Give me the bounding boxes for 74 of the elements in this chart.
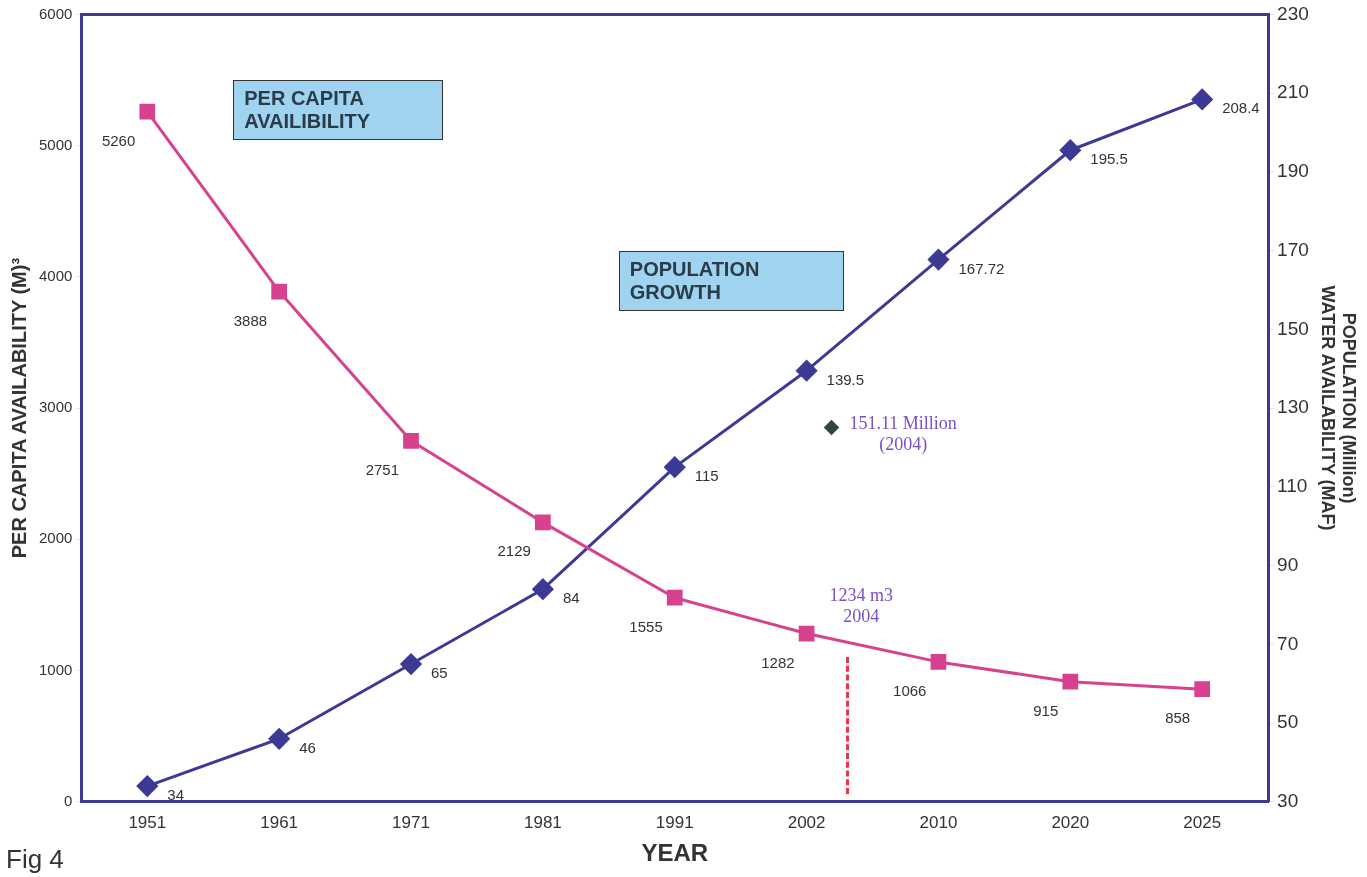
point [1059,139,1081,161]
point [532,578,554,600]
y2-tick-label: 210 [1277,81,1309,103]
callout-box: POPULATION GROWTH [618,250,844,311]
x-tick-label: 1991 [655,812,694,832]
y2-tick-label: 230 [1277,2,1309,24]
data-label: 1066 [893,681,927,699]
x-tick-label: 2025 [1183,812,1222,832]
annotation: PER CAPITA AVAILIBILITY [244,87,371,133]
callout-box: PER CAPITA AVAILIBILITY [233,80,444,140]
data-label: 2129 [497,542,531,560]
point [927,249,949,271]
point [664,456,686,478]
data-label: 1282 [761,653,795,671]
data-label: 115 [694,467,719,485]
point [268,728,290,750]
point [1194,681,1211,698]
y2-tick-label: 130 [1277,396,1309,418]
y-axis-title: PER CAPITA AVAILABILITY (M)³ [7,257,30,559]
point [666,589,683,606]
text: WATER AVAILABILITY (MAF) [1317,285,1338,531]
point [271,283,288,300]
y2-tick-label: 110 [1277,475,1308,497]
point [535,514,551,531]
caption: Fig 4 [6,844,64,875]
y2-tick-label: 150 [1277,317,1309,339]
data-label: 34 [167,786,184,804]
point [930,654,947,670]
x-tick-label: 1971 [392,812,430,832]
data-label: 65 [431,664,448,682]
point [798,625,815,642]
data-label: 858 [1165,709,1191,727]
y-tick-label: 2000 [38,529,73,547]
y2-tick-label: 190 [1277,160,1309,182]
data-label: 915 [1033,701,1059,719]
data-label: 46 [299,738,316,756]
x-tick-label: 1961 [260,812,299,832]
data-label: 3888 [233,311,268,329]
point [139,103,156,120]
annotation: 1234 m3 2004 [828,585,894,628]
y2-tick-label: 90 [1277,553,1299,575]
x-tick-label: 2002 [787,812,826,832]
y-tick-label: 0 [64,791,73,809]
data-label: 84 [562,589,580,607]
data-label: 167.72 [958,259,1005,277]
point [136,775,158,797]
y-tick-label: 1000 [38,660,73,678]
data-label: 195.5 [1090,150,1128,168]
y-tick-label: 4000 [38,267,73,285]
annotation: 151.11 Million (2004) [848,413,958,456]
point [400,653,422,675]
x-tick-label: 1981 [523,812,562,832]
data-label: 139.5 [826,370,865,388]
point [403,432,419,449]
data-label: 1555 [629,617,663,635]
y-tick-label: 6000 [38,4,73,22]
annotation: POPULATION GROWTH [629,257,760,303]
x-axis-title: YEAR [641,839,709,867]
y-tick-label: 3000 [38,398,73,416]
point [796,360,818,382]
x-tick-label: 2020 [1051,812,1090,832]
y2-tick-label: 50 [1277,711,1299,733]
data-label: 2751 [365,460,400,478]
y-tick-label: 5000 [38,135,73,153]
y2-tick-label: 30 [1277,790,1299,812]
data-label: 5260 [101,131,136,149]
x-tick-label: 2010 [919,812,958,832]
y2-tick-label: 170 [1277,238,1309,260]
x-tick-label: 1951 [128,812,167,832]
y2-tick-label: 70 [1277,632,1299,654]
point [1191,88,1213,110]
point [1062,673,1079,690]
y2-axis-title: POPULATION (Million) [1339,312,1360,504]
data-label: 208.4 [1222,99,1260,117]
